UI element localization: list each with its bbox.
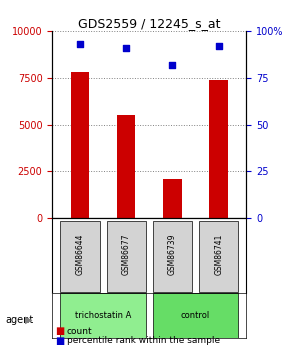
FancyBboxPatch shape	[153, 221, 192, 293]
Text: percentile rank within the sample: percentile rank within the sample	[67, 336, 220, 345]
Point	[170, 62, 175, 68]
Text: ▶: ▶	[25, 315, 32, 325]
Text: trichostatin A: trichostatin A	[75, 311, 131, 320]
Text: GSM86741: GSM86741	[214, 234, 223, 275]
Text: ■: ■	[55, 326, 64, 336]
Text: GSM86644: GSM86644	[75, 234, 84, 275]
Text: GSM86677: GSM86677	[122, 234, 131, 275]
Title: GDS2559 / 12245_s_at: GDS2559 / 12245_s_at	[78, 17, 221, 30]
Point	[216, 43, 221, 49]
Point	[124, 45, 128, 51]
Text: count: count	[67, 327, 92, 336]
Point	[78, 41, 82, 47]
Text: control: control	[181, 311, 210, 320]
Bar	[117, 115, 135, 218]
Text: GSM86739: GSM86739	[168, 234, 177, 275]
FancyBboxPatch shape	[199, 221, 238, 293]
Bar	[71, 72, 89, 218]
FancyBboxPatch shape	[60, 221, 100, 293]
FancyBboxPatch shape	[106, 221, 146, 293]
Bar	[153, 293, 238, 338]
Bar	[163, 179, 182, 218]
Bar	[209, 80, 228, 218]
Text: agent: agent	[6, 315, 34, 325]
Text: ■: ■	[55, 336, 64, 345]
Bar	[60, 293, 146, 338]
